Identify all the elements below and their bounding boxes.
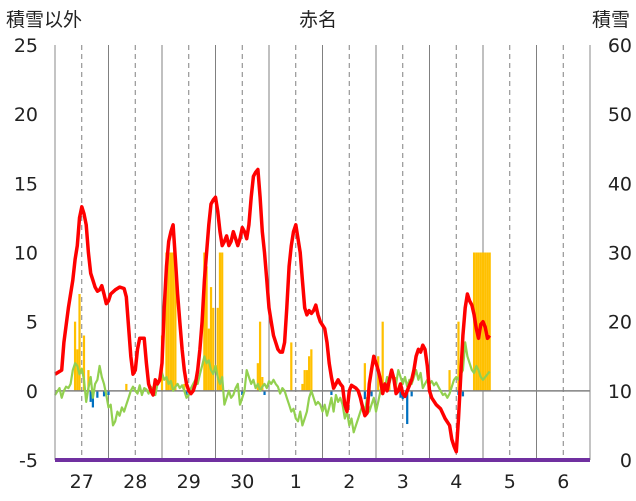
x-tick-label: 28 bbox=[123, 471, 147, 493]
right-axis-label: 積雪 bbox=[592, 9, 630, 31]
snow-bar bbox=[486, 252, 489, 391]
snow-bar bbox=[381, 321, 384, 391]
snow-bar bbox=[218, 252, 222, 391]
snow-bar bbox=[82, 335, 86, 391]
red-series-line bbox=[54, 167, 492, 454]
negative-bar bbox=[263, 390, 266, 395]
snow-bar bbox=[209, 287, 213, 391]
snow-bar bbox=[290, 342, 293, 391]
left-tick-labels: 25 20 15 10 5 0 -5 bbox=[14, 35, 38, 472]
x-tick-label: 6 bbox=[557, 471, 569, 493]
snow-bar bbox=[73, 321, 77, 391]
snow-bar bbox=[125, 383, 128, 391]
snow-bar bbox=[78, 294, 81, 391]
snow-bar bbox=[174, 252, 177, 391]
snow-bar bbox=[457, 321, 460, 391]
series-lines bbox=[54, 167, 492, 454]
gridlines bbox=[54, 45, 591, 460]
snow-bar bbox=[183, 383, 186, 391]
negative-bar bbox=[406, 390, 409, 425]
snow-bar bbox=[363, 363, 366, 391]
negative-bar bbox=[91, 390, 95, 408]
negative-bar bbox=[399, 390, 402, 398]
x-tick-label: 2 bbox=[343, 471, 355, 493]
snow-bar bbox=[221, 252, 224, 391]
snow-bar bbox=[212, 307, 215, 391]
negative-bar bbox=[370, 390, 373, 397]
left-tick-label: 20 bbox=[14, 104, 38, 126]
snow-bar bbox=[448, 370, 451, 391]
snow-bar bbox=[205, 266, 208, 391]
left-axis-label: 積雪以外 bbox=[6, 9, 82, 31]
x-tick-label: 5 bbox=[504, 471, 516, 493]
snow-bar bbox=[165, 252, 168, 391]
right-tick-label: 0 bbox=[620, 450, 632, 472]
right-tick-labels: 60 50 40 30 20 10 0 bbox=[608, 35, 632, 472]
negative-bar bbox=[363, 390, 366, 400]
snow-bar bbox=[301, 383, 304, 391]
left-tick-label: 15 bbox=[14, 173, 38, 195]
snow-bar bbox=[172, 252, 175, 391]
snow-bar bbox=[310, 349, 313, 391]
x-tick-label: 1 bbox=[290, 471, 302, 493]
left-tick-label: 10 bbox=[14, 243, 38, 265]
snow-bar bbox=[261, 377, 264, 391]
negative-bar bbox=[241, 390, 244, 395]
x-tick-label: 27 bbox=[70, 471, 94, 493]
x-tick-labels: 27 28 29 30 1 2 3 4 5 6 bbox=[70, 471, 570, 493]
left-tick-label: 0 bbox=[26, 381, 38, 403]
chart-title: 赤名 bbox=[299, 9, 337, 31]
snow-bar bbox=[203, 252, 206, 391]
axes bbox=[54, 45, 591, 462]
left-tick-label: 5 bbox=[26, 312, 38, 334]
green-series-line bbox=[54, 341, 491, 434]
snow-bar bbox=[216, 307, 219, 391]
negative-bar bbox=[102, 390, 106, 397]
right-tick-label: 60 bbox=[608, 35, 632, 57]
snow-bar bbox=[308, 356, 311, 391]
left-tick-label: -5 bbox=[19, 450, 38, 472]
negative-bar bbox=[410, 390, 413, 397]
right-tick-label: 30 bbox=[608, 243, 632, 265]
snow-bar bbox=[169, 252, 173, 391]
left-tick-label: 25 bbox=[14, 35, 38, 57]
x-tick-label: 4 bbox=[450, 471, 462, 493]
snow-bar bbox=[87, 370, 90, 391]
snow-bar bbox=[258, 321, 262, 391]
snow-bar bbox=[484, 252, 487, 391]
right-tick-label: 20 bbox=[608, 312, 632, 334]
snow-bar bbox=[303, 370, 306, 391]
right-tick-label: 50 bbox=[608, 104, 632, 126]
snow-bar bbox=[167, 252, 170, 391]
x-tick-label: 30 bbox=[230, 471, 254, 493]
x-tick-label: 29 bbox=[177, 471, 201, 493]
snow-bar bbox=[488, 252, 491, 391]
snow-bar bbox=[256, 363, 259, 391]
negative-bar bbox=[461, 390, 465, 397]
snow-bar bbox=[305, 370, 309, 391]
negative-bar bbox=[330, 390, 333, 395]
right-tick-label: 10 bbox=[608, 381, 632, 403]
negative-bar bbox=[89, 390, 92, 402]
x-tick-label: 3 bbox=[397, 471, 409, 493]
negative-bar bbox=[185, 390, 188, 395]
negative-bar bbox=[107, 390, 110, 395]
snow-bar bbox=[477, 252, 480, 391]
negative-bar bbox=[96, 390, 99, 398]
right-tick-label: 40 bbox=[608, 173, 632, 195]
negative-bars bbox=[89, 390, 465, 425]
